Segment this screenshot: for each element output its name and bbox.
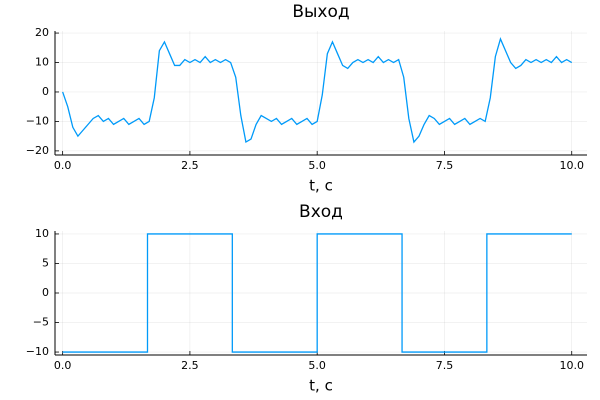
x-tick-label: 5.0	[308, 159, 326, 172]
x-tick-label: 2.5	[181, 359, 199, 372]
y-tick-label: 20	[35, 26, 49, 39]
x-tick-label: 10.0	[559, 159, 584, 172]
y-tick-label: 10	[35, 227, 49, 240]
x-tick-label: 7.5	[436, 359, 454, 372]
y-tick-label: 0	[42, 286, 49, 299]
x-axis-label: t, с	[309, 377, 333, 395]
x-tick-label: 2.5	[181, 159, 199, 172]
chart-title: Вход	[299, 202, 343, 222]
line-series	[62, 233, 572, 353]
y-tick-label: 5	[42, 256, 49, 269]
x-tick-label: 0.0	[54, 359, 72, 372]
y-tick-label: −10	[26, 345, 49, 358]
x-tick-label: 7.5	[436, 159, 454, 172]
y-tick-label: −20	[26, 144, 49, 157]
x-tick-label: 10.0	[559, 359, 584, 372]
x-axis-label: t, с	[309, 177, 333, 195]
y-tick-label: −10	[26, 114, 49, 127]
line-series	[62, 37, 573, 144]
x-tick-label: 5.0	[308, 359, 326, 372]
y-tick-label: 0	[42, 85, 49, 98]
y-tick-label: 10	[35, 56, 49, 69]
y-tick-label: −5	[33, 316, 49, 329]
x-tick-label: 0.0	[54, 159, 72, 172]
chart-title: Выход	[292, 2, 349, 22]
